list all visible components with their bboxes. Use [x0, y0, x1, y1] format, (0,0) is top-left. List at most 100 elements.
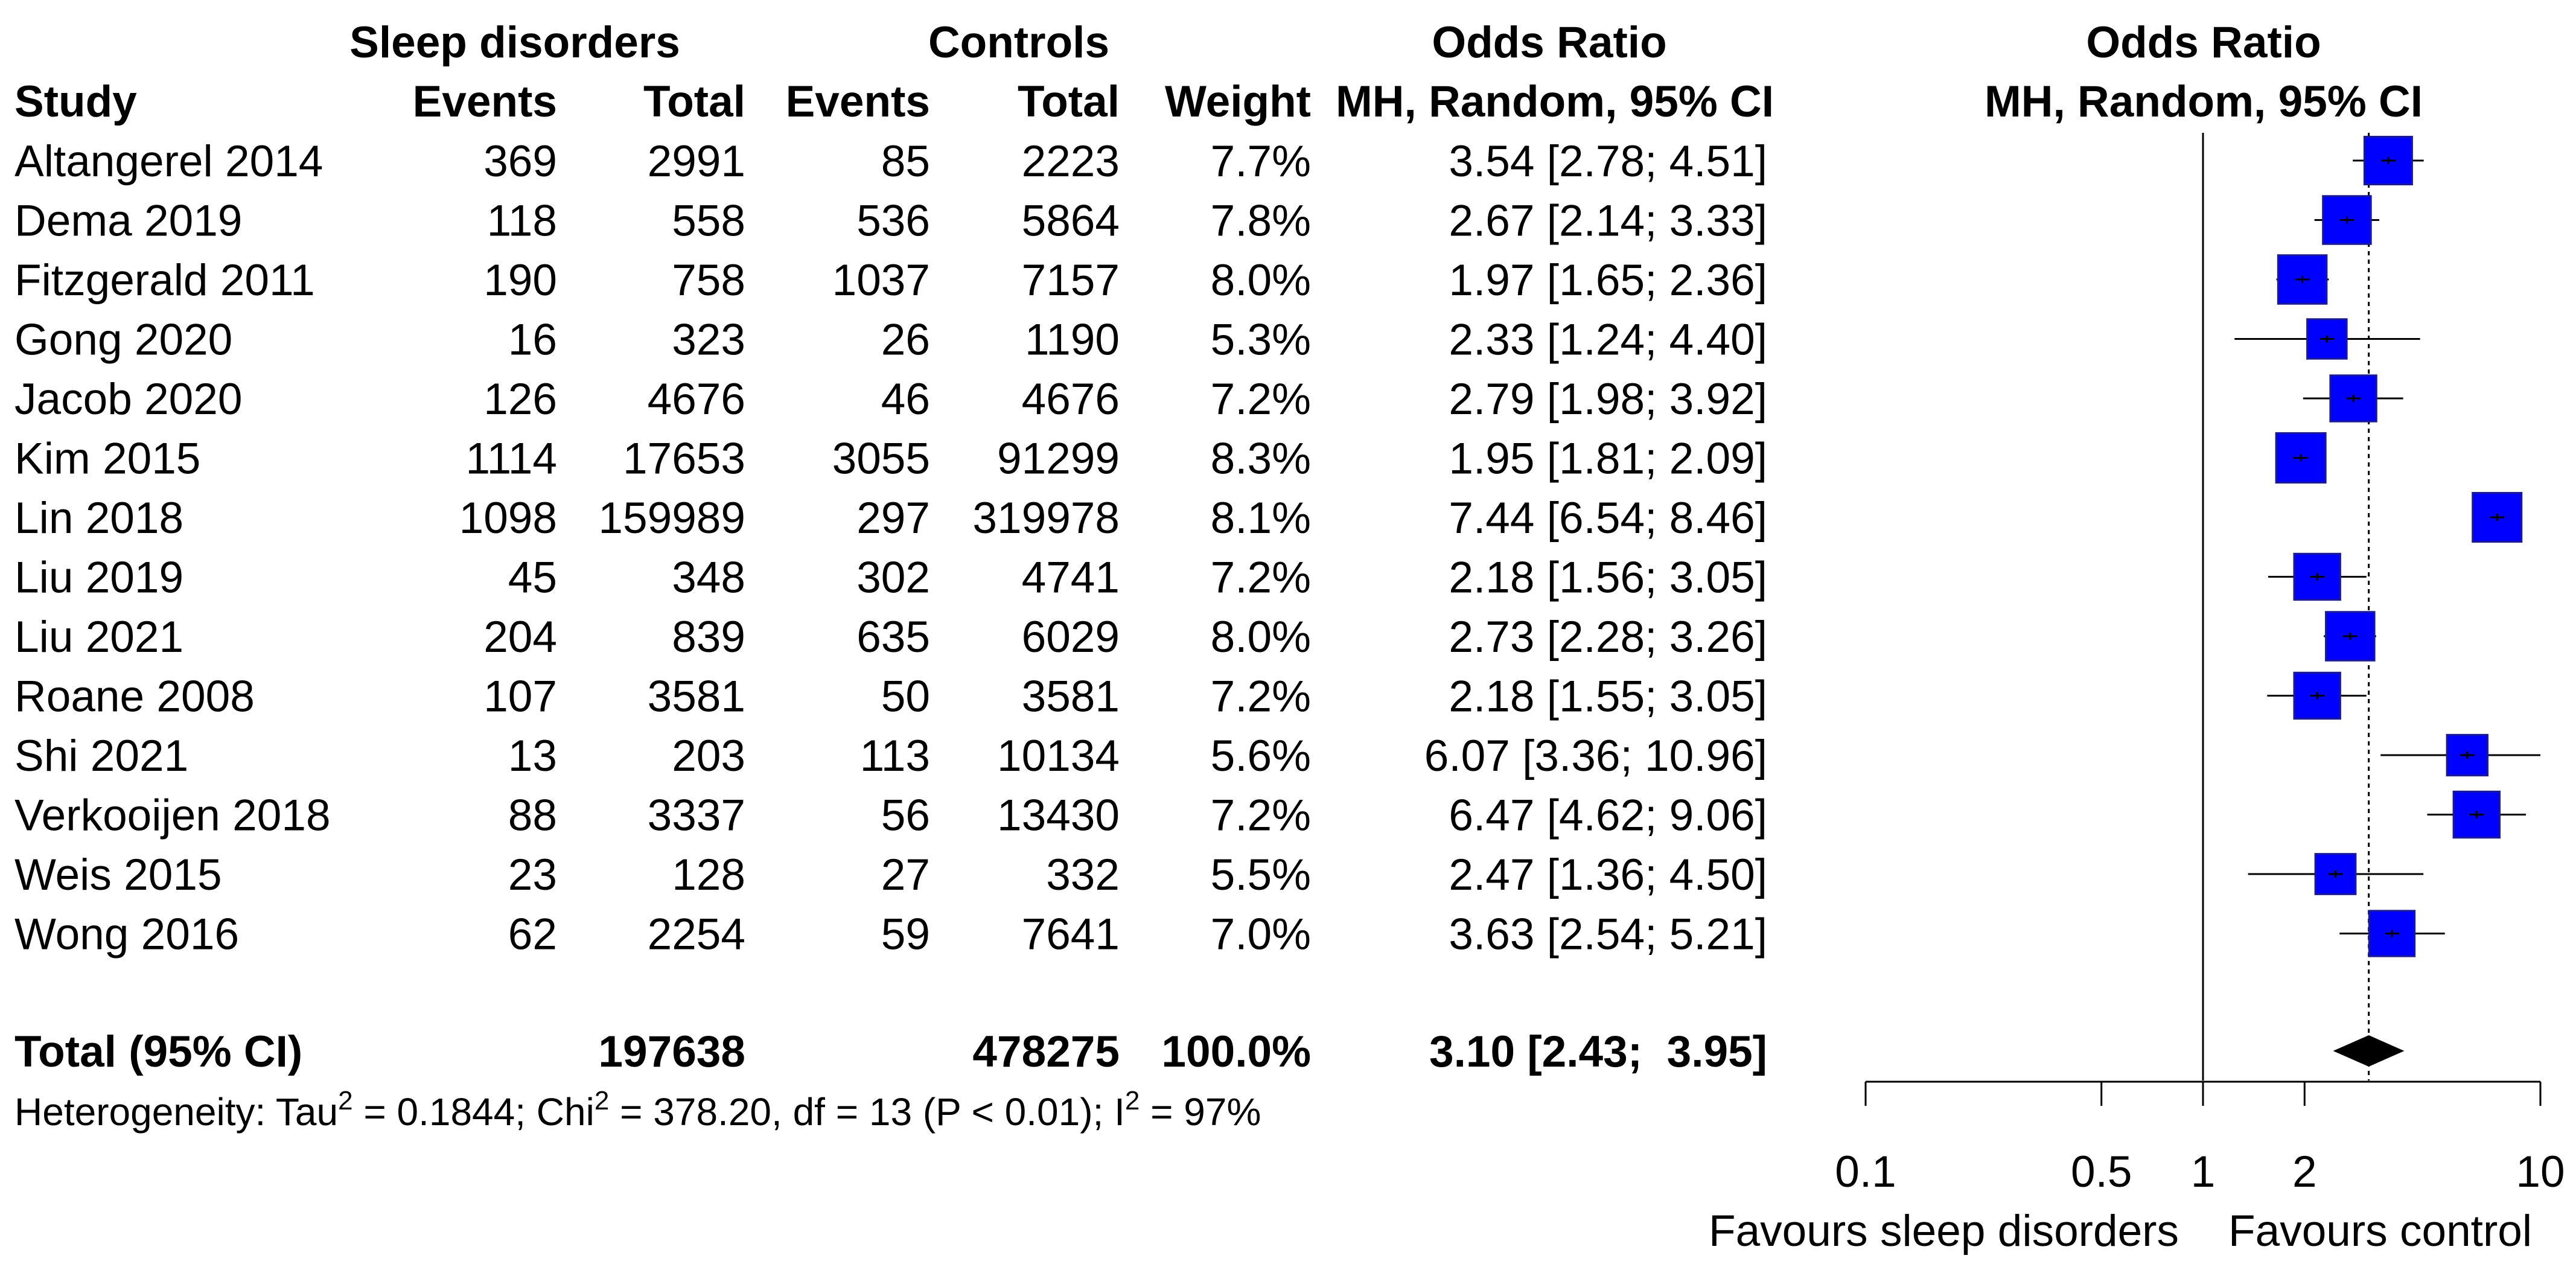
weight-cell: 8.0% [1211, 256, 1311, 305]
weight-cell: 5.3% [1211, 316, 1311, 365]
table-row: Roane 2008 107 3581 50 3581 7.2% 2.18 [1.55; 3… [14, 672, 1767, 721]
weight-cell: 5.5% [1211, 851, 1311, 899]
ci-text-cell: 3.63 [2.54; 5.21] [1449, 910, 1767, 959]
events1-cell: 1098 [459, 494, 557, 543]
weight-cell: 7.2% [1211, 375, 1311, 424]
ci-text-cell: 6.47 [4.62; 9.06] [1449, 791, 1767, 840]
events2-cell: 46 [881, 375, 930, 424]
study-name: Liu 2019 [14, 554, 183, 602]
weight-cell: 7.2% [1211, 791, 1311, 840]
events1-cell: 126 [483, 375, 557, 424]
total2-cell: 13430 [997, 791, 1120, 840]
events2-cell: 26 [881, 316, 930, 365]
total2-cell: 4676 [1022, 375, 1120, 424]
ci-text-cell: 3.54 [2.78; 4.51] [1449, 137, 1767, 186]
events1-header: Events [413, 77, 557, 126]
events2-cell: 56 [881, 791, 930, 840]
total2-cell: 1190 [1025, 316, 1120, 365]
study-name: Gong 2020 [14, 316, 232, 365]
total2-header: Total [1018, 77, 1120, 126]
weight-cell: 8.0% [1211, 613, 1311, 662]
events1-cell: 62 [508, 910, 557, 959]
ci-text-cell: 7.44 [6.54; 8.46] [1449, 494, 1767, 543]
ci-text-cell: 2.18 [1.56; 3.05] [1449, 554, 1767, 602]
events1-cell: 118 [487, 197, 557, 246]
method-plot-header: MH, Random, 95% CI [1985, 77, 2423, 126]
total1-cell: 128 [672, 851, 745, 899]
events2-cell: 297 [856, 494, 930, 543]
events2-cell: 113 [860, 732, 930, 780]
x-tick-label: 0.1 [1835, 1147, 1896, 1196]
study-square [2446, 733, 2488, 777]
weight-cell: 8.3% [1211, 435, 1311, 484]
events2-cell: 536 [856, 197, 930, 246]
table-row: Jacob 2020 126 4676 46 4676 7.2% 2.79 [1.98; 3… [14, 375, 1767, 424]
total-weight: 100.0% [1161, 1027, 1311, 1076]
events2-cell: 59 [881, 910, 930, 959]
favours-right-label: Favours control [2228, 1207, 2532, 1256]
table-row: Liu 2019 45 348 302 4741 7.2% 2.18 [1.56; 3.05… [14, 554, 1767, 602]
or-plot-header: Odds Ratio [2086, 18, 2321, 67]
events2-cell: 85 [881, 137, 930, 186]
ci-text-cell: 2.73 [2.28; 3.26] [1449, 613, 1767, 662]
x-tick-label: 2 [2292, 1147, 2317, 1196]
events1-cell: 16 [508, 316, 557, 365]
total2-cell: 7157 [1022, 256, 1120, 305]
heterogeneity-text: Heterogeneity: Tau2 = 0.1844; Chi2 = 378… [14, 1086, 1261, 1134]
table-row: Weis 2015 23 128 27 332 5.5% 2.47 [1.36; 4.50] [14, 851, 1767, 899]
events1-cell: 204 [483, 613, 557, 662]
ci-text-cell: 2.47 [1.36; 4.50] [1449, 851, 1767, 899]
total2-cell: 6029 [1022, 613, 1120, 662]
total2-value: 478275 [972, 1027, 1120, 1076]
weight-cell: 7.7% [1211, 137, 1311, 186]
total1-cell: 2991 [648, 137, 745, 186]
x-tick-label: 0.5 [2071, 1147, 2132, 1196]
total2-cell: 319978 [972, 494, 1120, 543]
study-name: Liu 2021 [14, 613, 183, 662]
table-row: Kim 2015 1114 17653 3055 91299 8.3% 1.95 [1.81… [14, 435, 1767, 484]
study-name: Fitzgerald 2011 [14, 256, 315, 305]
total2-cell: 4741 [1022, 554, 1120, 602]
method-text-header: MH, Random, 95% CI [1336, 77, 1774, 126]
total1-cell: 758 [672, 256, 745, 305]
events1-cell: 190 [483, 256, 557, 305]
study-name: Altangerel 2014 [14, 137, 323, 186]
total2-cell: 2223 [1022, 137, 1120, 186]
favours-left-label: Favours sleep disorders [1709, 1207, 2179, 1256]
events2-header: Events [786, 77, 930, 126]
events2-cell: 27 [881, 851, 930, 899]
events1-cell: 369 [483, 137, 557, 186]
total1-header: Total [643, 77, 745, 126]
events1-cell: 13 [508, 732, 557, 780]
events2-cell: 1037 [832, 256, 930, 305]
total2-cell: 91299 [997, 435, 1120, 484]
total1-cell: 3337 [648, 791, 745, 840]
ci-text-cell: 1.97 [1.65; 2.36] [1449, 256, 1767, 305]
plot-area: 0.1 0.5 1 2 10 [1835, 133, 2565, 1196]
pooled-diamond [2333, 1035, 2405, 1067]
events1-cell: 107 [483, 672, 557, 721]
study-name: Shi 2021 [14, 732, 188, 780]
total1-cell: 159989 [598, 494, 745, 543]
study-name: Kim 2015 [14, 435, 200, 484]
study-name: Roane 2008 [14, 672, 255, 721]
total-label: Total (95% CI) [14, 1027, 302, 1076]
table-row: Altangerel 2014 369 2991 85 2223 7.7% 3.54 [2.… [14, 137, 1767, 186]
events2-cell: 635 [856, 613, 930, 662]
group1-header: Sleep disorders [349, 18, 680, 67]
total2-cell: 3581 [1022, 672, 1120, 721]
total1-cell: 17653 [623, 435, 745, 484]
total1-value: 197638 [598, 1027, 745, 1076]
study-name: Jacob 2020 [14, 375, 242, 424]
table-row: Lin 2018 1098 159989 297 319978 8.1% 7.44 [6.5… [14, 494, 1767, 543]
table-row: Dema 2019 118 558 536 5864 7.8% 2.67 [2.14; 3.… [14, 197, 1767, 246]
events2-cell: 50 [881, 672, 930, 721]
table-row: Verkooijen 2018 88 3337 56 13430 7.2% 6.47 [4.… [14, 791, 1767, 840]
or-text-header: Odds Ratio [1432, 18, 1666, 67]
total1-cell: 203 [672, 732, 745, 780]
study-rows: Altangerel 2014 369 2991 85 2223 7.7% 3.54 [2.… [14, 137, 1767, 959]
table-row: Wong 2016 62 2254 59 7641 7.0% 3.63 [2.54; 5.2… [14, 910, 1767, 959]
total1-cell: 558 [672, 197, 745, 246]
weight-header: Weight [1165, 77, 1311, 126]
